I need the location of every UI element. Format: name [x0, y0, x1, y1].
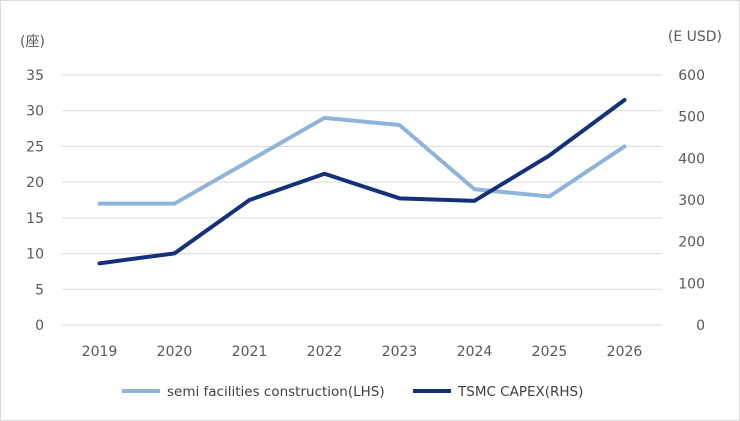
left-tick-label: 5: [35, 282, 44, 298]
right-tick-label: 300: [678, 193, 705, 209]
x-tick-label: 2023: [382, 344, 418, 360]
x-tick-label: 2020: [157, 344, 193, 360]
left-tick-label: 20: [26, 175, 44, 191]
x-tick-label: 2021: [232, 344, 268, 360]
left-axis-ticks: 0 5 10 15 20 25 30 35: [26, 68, 44, 334]
series-line-0: [97, 115, 627, 206]
right-tick-label: 400: [678, 151, 705, 167]
x-axis-ticks: 2019 2020 2021 2022 2023 2024 2025 2026: [82, 344, 643, 360]
series-lines: [97, 98, 627, 266]
left-tick-label: 15: [26, 211, 44, 227]
right-tick-label: 100: [678, 276, 705, 292]
series-line-1: [97, 98, 627, 266]
left-tick-label: 0: [35, 318, 44, 334]
left-tick-label: 25: [26, 139, 44, 155]
x-tick-label: 2025: [532, 344, 568, 360]
right-tick-label: 0: [696, 318, 705, 334]
left-tick-label: 30: [26, 104, 44, 120]
right-tick-label: 200: [678, 235, 705, 251]
left-tick-label: 10: [26, 247, 44, 263]
x-tick-label: 2026: [607, 344, 643, 360]
legend-label: semi facilities construction(LHS): [167, 384, 385, 400]
left-tick-label: 35: [26, 68, 44, 84]
right-tick-label: 600: [678, 68, 705, 84]
gridlines: [62, 74, 662, 326]
legend: semi facilities construction(LHS) TSMC CA…: [122, 384, 583, 400]
x-tick-label: 2019: [82, 344, 118, 360]
x-tick-label: 2024: [457, 344, 493, 360]
x-tick-label: 2022: [307, 344, 343, 360]
right-axis-label: (E USD): [668, 29, 722, 45]
left-axis-label: (座): [20, 34, 45, 50]
right-axis-ticks: 0 100 200 300 400 500 600: [678, 68, 705, 334]
right-tick-label: 500: [678, 110, 705, 126]
legend-label: TSMC CAPEX(RHS): [457, 384, 583, 400]
